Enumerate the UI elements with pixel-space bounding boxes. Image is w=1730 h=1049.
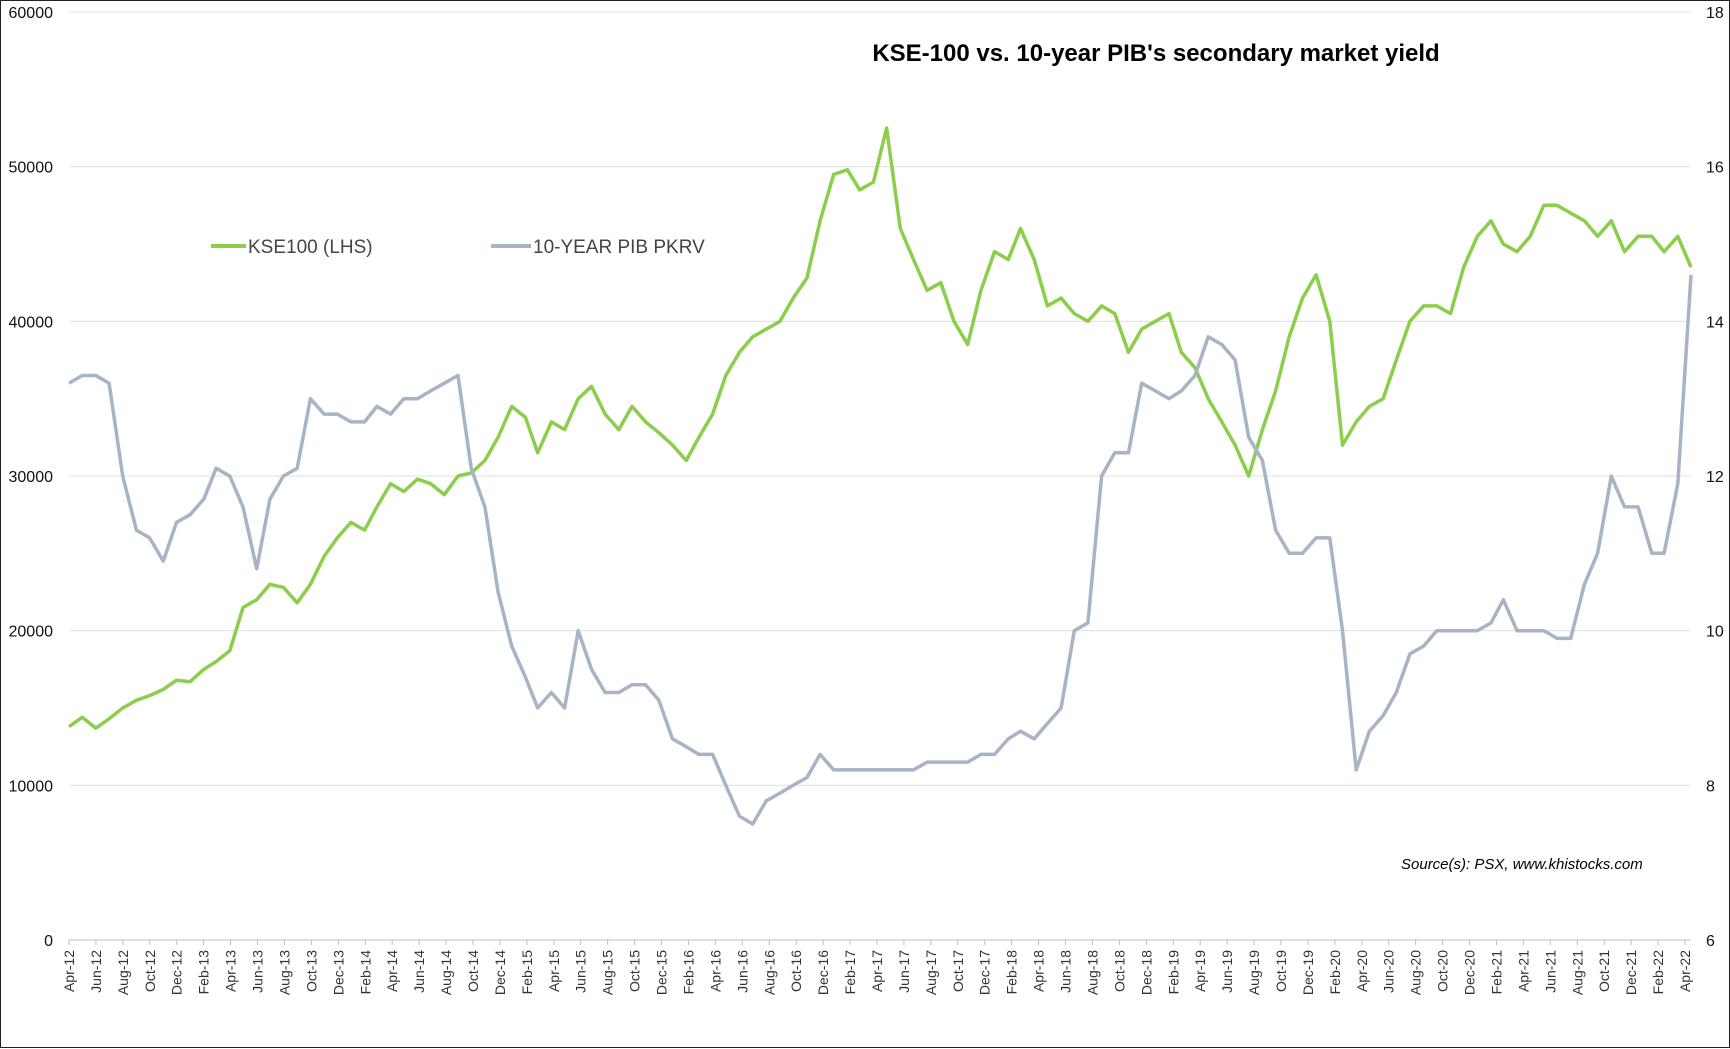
- x-tick-label: Jun-12: [88, 950, 104, 993]
- x-tick-label: Dec-21: [1623, 950, 1639, 995]
- y-right-tick-label: 16: [1706, 160, 1724, 177]
- y-right-tick-label: 10: [1706, 624, 1724, 641]
- x-tick-label: Dec-14: [492, 950, 508, 995]
- x-tick-label: Oct-17: [950, 950, 966, 992]
- x-tick-label: Feb-16: [680, 950, 696, 995]
- x-tick-label: Oct-12: [142, 950, 158, 992]
- y-left-tick-label: 40000: [9, 314, 54, 331]
- x-tick-label: Apr-20: [1354, 950, 1370, 992]
- x-tick-label: Oct-14: [465, 950, 481, 992]
- series-lines: [67, 126, 1693, 826]
- x-tick-label: Aug-14: [438, 950, 454, 995]
- legend-label-kse: KSE100 (LHS): [248, 237, 373, 258]
- x-tick-label: Feb-17: [842, 950, 858, 995]
- x-tick-label: Jun-20: [1381, 950, 1397, 993]
- x-tick-label: Oct-20: [1435, 950, 1451, 992]
- y-right-tick-label: 12: [1706, 469, 1724, 486]
- series-line-kse100: [67, 126, 1693, 730]
- x-tick-label: Apr-13: [223, 950, 239, 992]
- x-tick-label: Aug-13: [276, 950, 292, 995]
- x-tick-label: Dec-16: [815, 950, 831, 995]
- x-tick-label: Dec-19: [1300, 950, 1316, 995]
- x-tick-label: Aug-15: [600, 950, 616, 995]
- gridlines: [69, 11, 1691, 941]
- x-tick-label: Aug-20: [1408, 950, 1424, 995]
- legend-label-pib: 10-YEAR PIB PKRV: [533, 237, 705, 258]
- x-tick-label: Jun-15: [573, 950, 589, 993]
- chart-title: KSE-100 vs. 10-year PIB's secondary mark…: [872, 40, 1439, 67]
- x-tick-label: Apr-16: [707, 950, 723, 992]
- y-right-tick-label: 8: [1706, 778, 1715, 795]
- x-tick-label: Aug-12: [115, 950, 131, 995]
- x-axis: Apr-12 Jun-12 Aug-12 Oct-12 Dec-12 Feb-13 Apr-…: [61, 940, 1693, 995]
- x-tick-label: Feb-21: [1488, 950, 1504, 995]
- series-line-pib-yield: [68, 274, 1693, 826]
- legend: KSE100 (LHS) 10-YEAR PIB PKRV: [211, 237, 705, 258]
- x-tick-label: Oct-18: [1111, 950, 1127, 992]
- x-tick-label: Feb-22: [1650, 950, 1666, 995]
- x-tick-label: Jun-14: [411, 950, 427, 993]
- x-tick-label: Aug-19: [1246, 950, 1262, 995]
- x-tick-label: Apr-15: [546, 950, 562, 992]
- x-tick-label: Jun-16: [734, 950, 750, 993]
- x-tick-label: Feb-19: [1165, 950, 1181, 995]
- x-tick-label: Jun-18: [1058, 950, 1074, 993]
- x-tick-label: Feb-18: [1004, 950, 1020, 995]
- x-tick-label: Aug-16: [761, 950, 777, 995]
- x-tick-label: Dec-18: [1138, 950, 1154, 995]
- y-left-tick-label: 10000: [9, 778, 54, 795]
- x-tick-label: Apr-22: [1677, 950, 1693, 992]
- y-left-tick-label: 50000: [9, 160, 54, 177]
- x-tick-label: Apr-21: [1515, 950, 1531, 992]
- x-tick-label: Oct-19: [1273, 950, 1289, 992]
- x-tick-label: Feb-14: [357, 950, 373, 995]
- x-tick-label: Apr-19: [1192, 950, 1208, 992]
- x-tick-label: Oct-15: [627, 950, 643, 992]
- x-tick-label: Feb-20: [1327, 950, 1343, 995]
- x-tick-label: Aug-18: [1084, 950, 1100, 995]
- y-right-tick-label: 6: [1706, 933, 1715, 950]
- x-tick-label: Apr-12: [61, 950, 77, 992]
- x-tick-label: Apr-18: [1031, 950, 1047, 992]
- x-tick-label: Feb-15: [519, 950, 535, 995]
- x-tick-label: Apr-14: [384, 950, 400, 992]
- x-tick-label: Dec-20: [1462, 950, 1478, 995]
- y-axis-right: 6 8 10 12 14 16 18: [1706, 5, 1724, 950]
- y-right-tick-label: 14: [1706, 314, 1724, 331]
- x-tick-label: Oct-21: [1596, 950, 1612, 992]
- y-right-tick-label: 18: [1706, 5, 1724, 22]
- x-tick-label: Jun-17: [896, 950, 912, 993]
- y-left-tick-label: 20000: [9, 624, 54, 641]
- x-tick-label: Apr-17: [869, 950, 885, 992]
- x-tick-label: Dec-15: [654, 950, 670, 995]
- source-note: Source(s): PSX, www.khistocks.com: [1401, 856, 1643, 873]
- y-left-tick-label: 30000: [9, 469, 54, 486]
- y-axis-left: 0 10000 20000 30000 40000 50000 60000: [9, 5, 54, 950]
- x-tick-label: Jun-19: [1219, 950, 1235, 993]
- x-tick-label: Feb-13: [196, 950, 212, 995]
- x-tick-label: Dec-12: [169, 950, 185, 995]
- x-tick-label: Oct-13: [303, 950, 319, 992]
- x-tick-label: Oct-16: [788, 950, 804, 992]
- y-left-tick-label: 0: [44, 933, 53, 950]
- y-left-tick-label: 60000: [9, 5, 54, 22]
- x-tick-label: Aug-21: [1569, 950, 1585, 995]
- x-tick-label: Dec-13: [330, 950, 346, 995]
- x-tick-label: Jun-21: [1542, 950, 1558, 993]
- x-tick-label: Aug-17: [923, 950, 939, 995]
- x-tick-label: Dec-17: [977, 950, 993, 995]
- x-tick-label: Jun-13: [250, 950, 266, 993]
